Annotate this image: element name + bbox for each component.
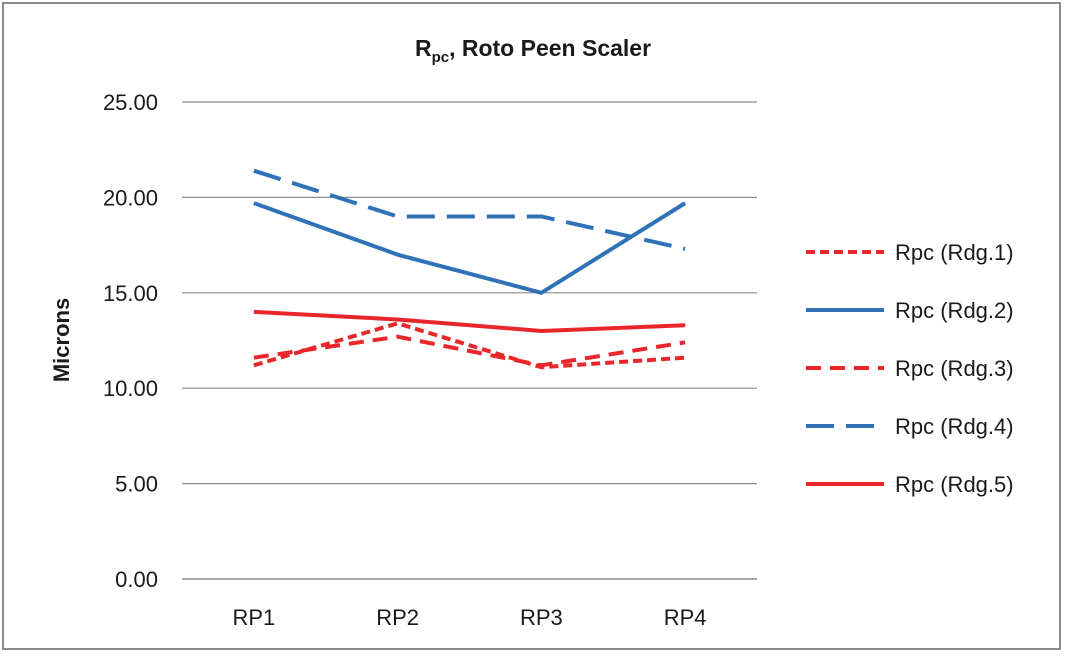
y-axis-label: Microns <box>49 298 74 382</box>
legend: Rpc (Rdg.1) Rpc (Rdg.2) Rpc (Rdg.3) Rpc (Rd… <box>806 240 1014 497</box>
series-lines <box>253 168 687 370</box>
y-tick-label: 10.00 <box>103 376 158 401</box>
legend-label-2: Rpc (Rdg.2) <box>895 298 1014 323</box>
legend-label-5: Rpc (Rdg.5) <box>895 472 1014 497</box>
legend-label-4: Rpc (Rdg.4) <box>895 414 1014 439</box>
x-tick-label: RP2 <box>376 605 419 630</box>
y-axis-ticks: 0.00 5.00 10.00 15.00 20.00 25.00 <box>103 90 158 592</box>
series-line-4 <box>253 168 686 251</box>
gridlines <box>182 101 757 580</box>
series-line-3 <box>253 334 686 368</box>
chart-title-subscript: pc <box>432 49 450 66</box>
y-tick-label: 20.00 <box>103 185 158 210</box>
chart-title-main: R <box>415 35 432 61</box>
series-line-1 <box>253 321 686 370</box>
chart-title-rest: , Roto Peen Scaler <box>449 35 651 61</box>
y-tick-label: 15.00 <box>103 281 158 306</box>
legend-label-1: Rpc (Rdg.1) <box>895 240 1014 265</box>
legend-label-3: Rpc (Rdg.3) <box>895 356 1014 381</box>
x-axis-ticks: RP1 RP2 RP3 RP4 <box>232 605 706 630</box>
chart-title: Rpc, Roto Peen Scaler <box>415 35 651 66</box>
y-tick-label: 0.00 <box>115 567 158 592</box>
series-line-2 <box>253 201 687 295</box>
x-tick-label: RP3 <box>520 605 563 630</box>
series-line-5 <box>253 309 686 333</box>
y-tick-label: 25.00 <box>103 90 158 115</box>
x-tick-label: RP1 <box>232 605 275 630</box>
y-tick-label: 5.00 <box>115 472 158 497</box>
x-tick-label: RP4 <box>664 605 707 630</box>
